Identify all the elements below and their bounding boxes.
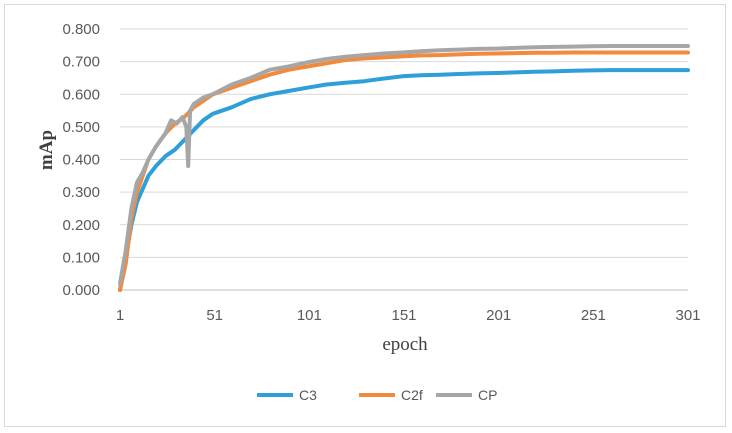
x-axis-label: epoch (382, 334, 428, 355)
y-tick-label: 0.200 (62, 217, 100, 234)
x-tick-label: 51 (206, 307, 223, 324)
y-tick-labels: 0.000 0.100 0.200 0.300 0.400 0.500 0.600 0.700… (62, 21, 100, 299)
x-tick-label: 251 (581, 307, 606, 324)
y-tick-label: 0.400 (62, 152, 100, 169)
legend: C3 C2f CP (257, 387, 497, 403)
x-tick-labels: 1 51 101 151 201 251 301 (116, 307, 701, 324)
y-tick-label: 0.800 (62, 21, 100, 38)
legend-label-cp: CP (478, 387, 497, 403)
legend-label-c2f: C2f (401, 387, 423, 403)
chart-frame (4, 4, 726, 427)
y-tick-label: 0.100 (62, 249, 100, 266)
legend-label-c3: C3 (299, 387, 317, 403)
x-tick-label: 151 (391, 307, 416, 324)
y-axis-label: mAp (36, 130, 57, 170)
x-tick-label: 301 (675, 307, 700, 324)
y-tick-label: 0.000 (62, 282, 100, 299)
y-tick-label: 0.700 (62, 54, 100, 71)
grid-lines (120, 28, 688, 291)
y-tick-label: 0.500 (62, 119, 100, 136)
y-tick-label: 0.300 (62, 184, 100, 201)
series-line-c2f (118, 50, 690, 292)
series-line-cp (118, 44, 690, 286)
series-line-c3 (118, 68, 690, 292)
x-tick-label: 1 (116, 307, 124, 324)
y-tick-label: 0.600 (62, 86, 100, 103)
x-tick-label: 101 (297, 307, 322, 324)
x-tick-label: 201 (486, 307, 511, 324)
series-lines (118, 44, 690, 292)
